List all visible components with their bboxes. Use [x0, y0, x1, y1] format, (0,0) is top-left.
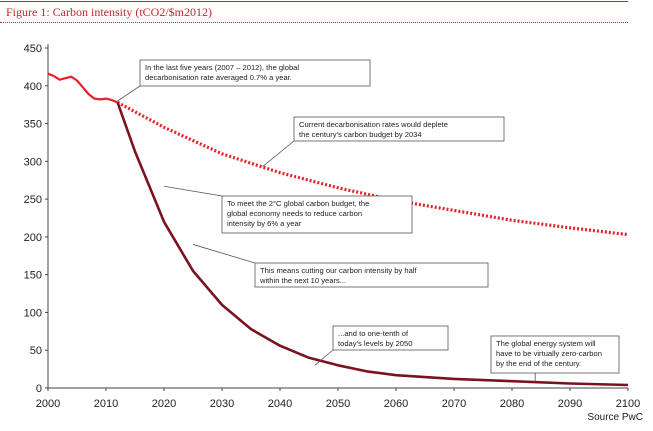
x-tick-label: 2040 [268, 398, 292, 410]
annotation-text-line: Current decarbonisation rates would depl… [299, 120, 448, 129]
annotation-text-line: have to be virtually zero-carbon [496, 349, 602, 358]
y-tick-label: 50 [30, 345, 42, 357]
annotation-box [490, 335, 620, 374]
annotation-text-line: global economy needs to reduce carbon [227, 209, 362, 218]
axes: 0 50 100 150 200 250 300 350 400 450 2000 2010 2020 2… [24, 43, 641, 410]
two-degree-pathway-line [116, 101, 629, 387]
x-tick-label: 2000 [36, 398, 60, 410]
y-tick-label: 350 [24, 119, 42, 131]
annotations: In the last five years (2007 – 2012), th… [117, 59, 620, 382]
y-tick-label: 450 [24, 43, 42, 55]
y-tick-label: 0 [36, 383, 42, 395]
annotation-box [221, 195, 413, 234]
annotation-leader [314, 349, 334, 366]
annotation-text-line: within the next 10 years... [259, 276, 346, 285]
annotation-text-line: This means cutting our carbon intensity … [260, 266, 417, 275]
y-tick-label: 250 [24, 194, 42, 206]
y-tick-label: 400 [24, 81, 42, 93]
top-rule [0, 1, 628, 2]
annotation-leader [163, 185, 223, 197]
annotation-text-line: ...and to one-tenth of [338, 329, 409, 338]
annotation-3: To meet the 2°C global carbon budget, th… [163, 185, 413, 234]
annotation-box [293, 116, 505, 142]
annotation-text-line: To meet the 2°C global carbon budget, th… [227, 199, 369, 208]
annotation-text-line: today's levels by 2050 [338, 339, 412, 348]
annotation-leader [117, 85, 141, 102]
x-tick-label: 2090 [558, 398, 582, 410]
annotation-text-line: decarbonisation rate averaged 0.7% a yea… [145, 73, 292, 82]
x-tick-label: 2060 [384, 398, 408, 410]
annotation-box [254, 262, 489, 288]
annotation-box [332, 325, 449, 351]
x-tick-label: 2100 [616, 398, 640, 410]
annotation-text-line: the century's carbon budget by 2034 [299, 130, 422, 139]
x-tick-label: 2010 [94, 398, 118, 410]
annotation-4: This means cutting our carbon intensity … [192, 244, 489, 288]
annotation-1: In the last five years (2007 – 2012), th… [117, 59, 371, 102]
source-note: Source PwC [587, 412, 643, 423]
y-tick-label: 200 [24, 232, 42, 244]
current-rate-projection-line [116, 100, 629, 237]
y-tick-label: 100 [24, 307, 42, 319]
annotation-leader [192, 244, 256, 264]
x-tick-label: 2030 [210, 398, 234, 410]
x-tick-label: 2020 [152, 398, 176, 410]
annotation-text-line: In the last five years (2007 – 2012), th… [145, 63, 299, 72]
annotation-box [139, 59, 371, 87]
x-tick-label: 2070 [442, 398, 466, 410]
annotation-leader [262, 140, 295, 167]
x-tick-label: 2080 [500, 398, 524, 410]
title-rule [0, 22, 628, 23]
series-lines [47, 72, 629, 387]
y-tick-label: 300 [24, 156, 42, 168]
figure-title: Figure 1: Carbon intensity (tCO2/$m2012) [6, 5, 212, 19]
annotation-2: Current decarbonisation rates would depl… [262, 116, 505, 167]
annotation-text-line: by the end of the century. [496, 359, 581, 368]
y-tick-label: 150 [24, 270, 42, 282]
annotation-text-line: The global energy system will [496, 339, 596, 348]
x-tick-label: 2050 [326, 398, 350, 410]
historical-line [47, 72, 119, 104]
annotation-text-line: intensity by 6% a year [227, 219, 302, 228]
